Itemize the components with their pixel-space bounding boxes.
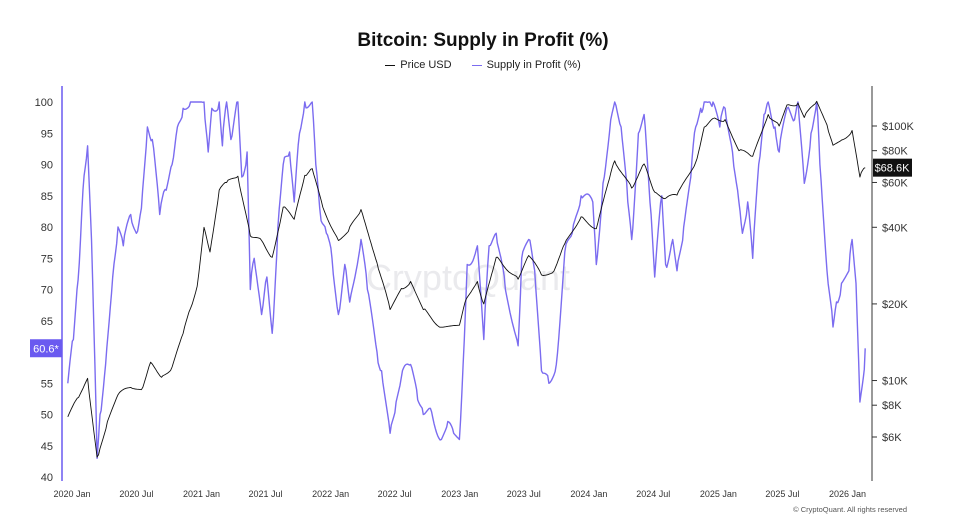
legend-swatch-price — [385, 64, 396, 66]
right-tick-label: $8K — [882, 400, 902, 412]
x-tick-label: 2020 Jan — [53, 489, 90, 499]
right-tick-label: $6K — [882, 432, 902, 444]
left-tick-label: 50 — [41, 410, 53, 422]
right-tick-label: $10K — [882, 376, 908, 388]
x-tick-label: 2025 Jan — [700, 489, 737, 499]
left-tick-label: 100 — [35, 97, 53, 109]
x-tick-label: 2024 Jul — [636, 489, 670, 499]
left-tick-label: 90 — [41, 160, 53, 172]
right-current-value-badge — [873, 158, 912, 177]
left-tick-label: 75 — [41, 253, 53, 265]
right-current-value-label: $68.6K — [875, 163, 911, 175]
x-tick-label: 2023 Jul — [507, 489, 541, 499]
chart-title: Bitcoin: Supply in Profit (%) — [357, 30, 609, 51]
x-tick-label: 2022 Jul — [378, 489, 412, 499]
x-tick-label: 2025 Jul — [765, 489, 799, 499]
legend-item-supply[interactable]: Supply in Profit (%) — [471, 59, 581, 71]
left-tick-label: 70 — [41, 285, 53, 297]
left-current-value-badge — [30, 339, 62, 358]
right-tick-label: $40K — [882, 222, 908, 234]
left-tick-label: 80 — [41, 222, 53, 234]
legend-swatch-supply — [471, 64, 482, 66]
left-tick-label: 55 — [41, 378, 53, 390]
left-tick-label: 85 — [41, 191, 53, 203]
x-tick-label: 2021 Jul — [249, 489, 283, 499]
x-tick-label: 2023 Jan — [441, 489, 478, 499]
left-tick-label: 45 — [41, 441, 53, 453]
right-tick-label: $60K — [882, 177, 908, 189]
right-tick-label: $20K — [882, 299, 908, 311]
legend-label-supply: Supply in Profit (%) — [486, 59, 581, 71]
right-tick-label: $80K — [882, 146, 908, 158]
series-line-price-usd[interactable] — [67, 100, 866, 458]
left-tick-label: 65 — [41, 316, 53, 328]
left-tick-label: 95 — [41, 128, 53, 140]
x-tick-label: 2026 Jan — [829, 489, 866, 499]
legend: Price USD Supply in Profit (%) — [0, 59, 966, 71]
legend-label-price: Price USD — [400, 59, 452, 71]
x-tick-label: 2020 Jul — [119, 489, 153, 499]
x-tick-label: 2021 Jan — [183, 489, 220, 499]
copyright-footer: © CryptoQuant. All rights reserved — [793, 505, 907, 514]
series-line-supply-in-profit[interactable] — [67, 101, 866, 459]
x-tick-label: 2024 Jan — [570, 489, 607, 499]
right-tick-label: $100K — [882, 121, 914, 133]
left-current-value-label: 60.6* — [33, 343, 59, 355]
x-tick-label: 2022 Jan — [312, 489, 349, 499]
legend-item-price[interactable]: Price USD — [385, 59, 452, 71]
watermark: CryptoQuant — [366, 257, 570, 298]
left-tick-label: 40 — [41, 472, 53, 484]
